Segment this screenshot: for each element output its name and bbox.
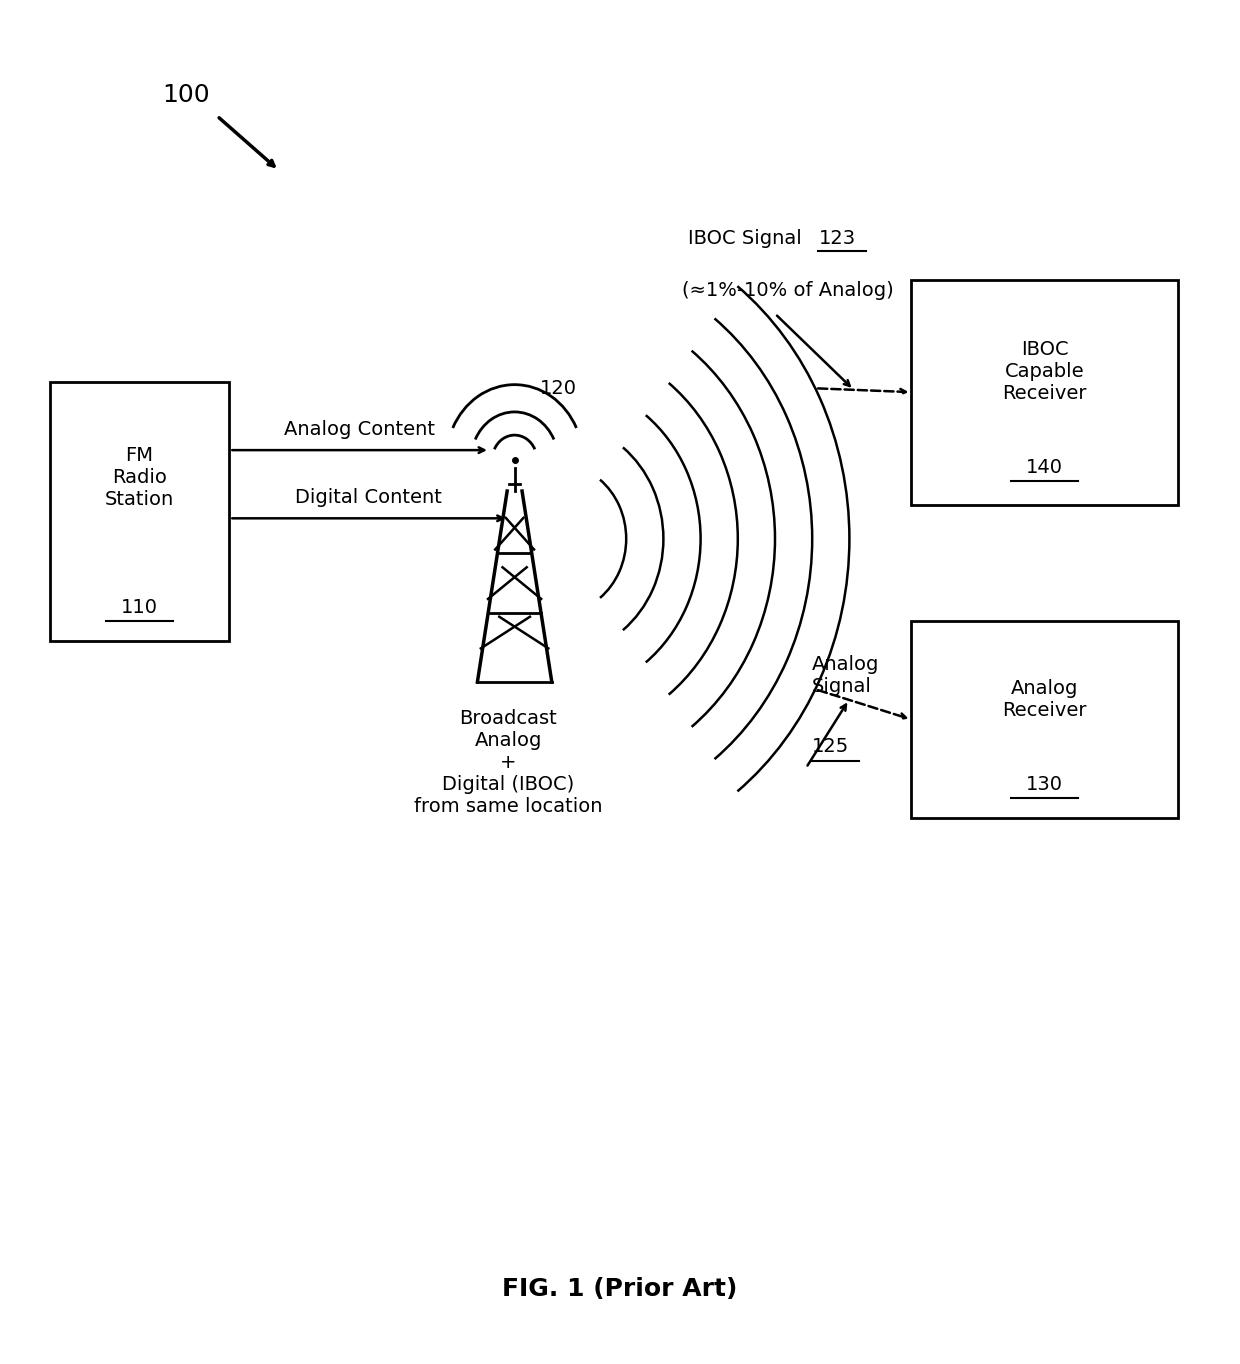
- Text: Analog
Receiver: Analog Receiver: [1002, 678, 1087, 720]
- Text: Digital Content: Digital Content: [295, 488, 443, 507]
- Text: IBOC Signal: IBOC Signal: [688, 229, 808, 248]
- Text: 125: 125: [812, 737, 849, 756]
- Text: 130: 130: [1027, 775, 1063, 794]
- Text: 140: 140: [1027, 458, 1063, 477]
- Bar: [911, 280, 1178, 505]
- Bar: [50, 382, 229, 641]
- Text: IBOC
Capable
Receiver: IBOC Capable Receiver: [1002, 340, 1087, 404]
- Text: Broadcast
Analog
+
Digital (IBOC)
from same location: Broadcast Analog + Digital (IBOC) from s…: [414, 709, 603, 816]
- Text: Analog
Signal: Analog Signal: [812, 655, 879, 696]
- Text: FM
Radio
Station: FM Radio Station: [105, 446, 174, 509]
- Text: FIG. 1 (Prior Art): FIG. 1 (Prior Art): [502, 1277, 738, 1301]
- Text: Analog Content: Analog Content: [284, 420, 435, 439]
- Bar: [911, 621, 1178, 818]
- Text: 123: 123: [818, 229, 856, 248]
- Text: 100: 100: [162, 83, 210, 108]
- Text: (≈1%-10% of Analog): (≈1%-10% of Analog): [682, 281, 894, 300]
- Text: 110: 110: [122, 597, 157, 617]
- Text: 120: 120: [539, 379, 577, 398]
